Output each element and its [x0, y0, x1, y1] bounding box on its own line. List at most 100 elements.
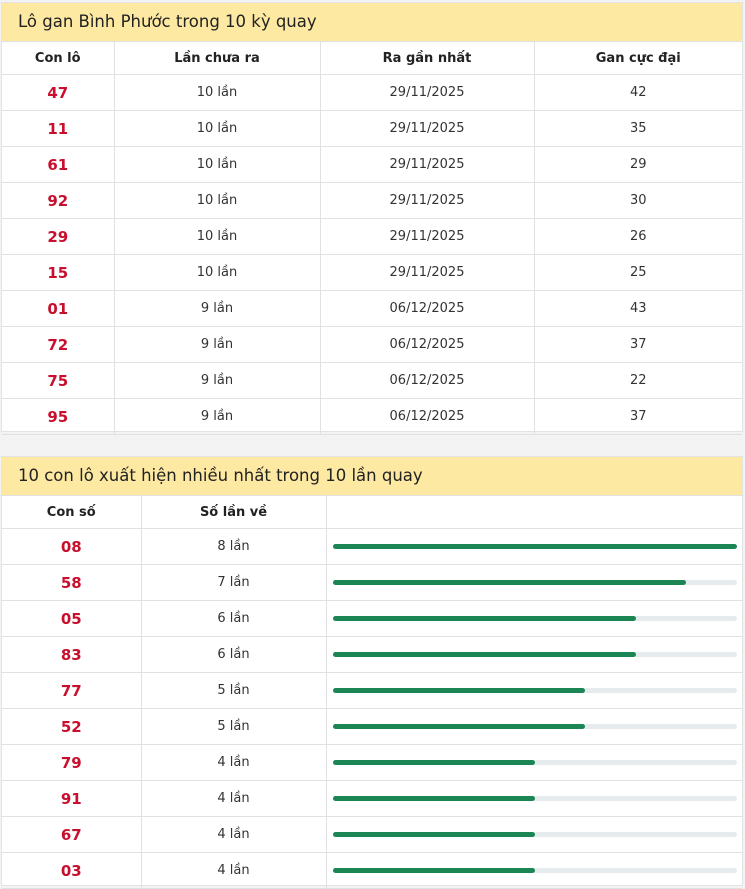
gan-cuc-dai-cell: 35 — [533, 110, 742, 147]
so-lan-ve-cell: 6 lần — [140, 600, 327, 637]
bar-cell — [325, 744, 742, 781]
gan-cuc-dai-cell: 22 — [533, 362, 742, 399]
progress-bar-track — [332, 616, 737, 621]
table-row: 15 10 lần 29/11/2025 25 — [2, 254, 742, 291]
con-lo-cell: 75 — [2, 362, 115, 399]
ra-gan-nhat-cell: 29/11/2025 — [319, 146, 535, 183]
ra-gan-nhat-cell: 06/12/2025 — [319, 290, 535, 327]
lan-chua-ra-cell: 10 lần — [113, 110, 321, 147]
progress-bar-track — [332, 580, 737, 585]
progress-bar-fill — [332, 760, 535, 765]
progress-bar-fill — [332, 688, 586, 693]
header-bar — [325, 495, 742, 529]
so-lan-ve-cell: 5 lần — [140, 672, 327, 709]
table-row: 03 4 lần — [2, 852, 742, 889]
con-so-cell: 52 — [2, 708, 142, 745]
frequent-panel: 10 con lô xuất hiện nhiều nhất trong 10 … — [1, 456, 743, 889]
header-lan-chua-ra: Lần chưa ra — [113, 41, 321, 75]
table-row: 67 4 lần — [2, 816, 742, 853]
ra-gan-nhat-cell: 29/11/2025 — [319, 74, 535, 111]
progress-bar-fill — [332, 652, 636, 657]
con-so-cell: 08 — [2, 528, 142, 565]
progress-bar-track — [332, 724, 737, 729]
so-lan-ve-cell: 7 lần — [140, 564, 327, 601]
ra-gan-nhat-cell: 29/11/2025 — [319, 218, 535, 255]
con-so-cell: 05 — [2, 600, 142, 637]
table-row: 75 9 lần 06/12/2025 22 — [2, 362, 742, 399]
progress-bar-fill — [332, 580, 687, 585]
so-lan-ve-cell: 6 lần — [140, 636, 327, 673]
con-lo-cell: 72 — [2, 326, 115, 363]
header-gan-cuc-dai: Gan cực đại — [533, 41, 742, 75]
gan-cuc-dai-cell: 29 — [533, 146, 742, 183]
table-row: 95 9 lần 06/12/2025 37 — [2, 398, 742, 435]
so-lan-ve-cell: 4 lần — [140, 744, 327, 781]
gan-cuc-dai-cell: 42 — [533, 74, 742, 111]
header-con-lo: Con lô — [2, 41, 115, 75]
con-lo-cell: 15 — [2, 254, 115, 291]
bar-cell — [325, 708, 742, 745]
ra-gan-nhat-cell: 06/12/2025 — [319, 398, 535, 435]
progress-bar-fill — [332, 544, 737, 549]
so-lan-ve-cell: 5 lần — [140, 708, 327, 745]
progress-bar-track — [332, 652, 737, 657]
progress-bar-track — [332, 760, 737, 765]
ra-gan-nhat-cell: 06/12/2025 — [319, 362, 535, 399]
gan-cuc-dai-cell: 37 — [533, 398, 742, 435]
bar-cell — [325, 564, 742, 601]
progress-bar-track — [332, 688, 737, 693]
bar-cell — [325, 816, 742, 853]
con-lo-cell: 95 — [2, 398, 115, 435]
lo-gan-table: Con lô Lần chưa ra Ra gần nhất Gan cực đ… — [2, 41, 742, 435]
con-lo-cell: 61 — [2, 146, 115, 183]
progress-bar-track — [332, 868, 737, 873]
lan-chua-ra-cell: 10 lần — [113, 146, 321, 183]
table-row: 01 9 lần 06/12/2025 43 — [2, 290, 742, 327]
bar-cell — [325, 528, 742, 565]
lo-gan-panel: Lô gan Bình Phước trong 10 kỳ quay Con l… — [1, 2, 743, 435]
lan-chua-ra-cell: 9 lần — [113, 326, 321, 363]
table-row: 05 6 lần — [2, 600, 742, 637]
table-row: 79 4 lần — [2, 744, 742, 781]
table-row: 58 7 lần — [2, 564, 742, 601]
progress-bar-fill — [332, 616, 636, 621]
con-lo-cell: 11 — [2, 110, 115, 147]
so-lan-ve-cell: 8 lần — [140, 528, 327, 565]
gan-cuc-dai-cell: 30 — [533, 182, 742, 219]
lan-chua-ra-cell: 9 lần — [113, 362, 321, 399]
header-con-so: Con số — [2, 495, 142, 529]
con-so-cell: 58 — [2, 564, 142, 601]
gan-cuc-dai-cell: 43 — [533, 290, 742, 327]
gan-cuc-dai-cell: 25 — [533, 254, 742, 291]
progress-bar-fill — [332, 868, 535, 873]
progress-bar-track — [332, 832, 737, 837]
ra-gan-nhat-cell: 29/11/2025 — [319, 254, 535, 291]
table-row: 92 10 lần 29/11/2025 30 — [2, 182, 742, 219]
progress-bar-fill — [332, 796, 535, 801]
table-row: 72 9 lần 06/12/2025 37 — [2, 326, 742, 363]
table-row: 83 6 lần — [2, 636, 742, 673]
progress-bar-fill — [332, 724, 586, 729]
frequent-table: Con số Số lần về 08 8 lần 58 7 lần 05 6 lần 83… — [2, 495, 742, 889]
con-so-cell: 79 — [2, 744, 142, 781]
lo-gan-title: Lô gan Bình Phước trong 10 kỳ quay — [2, 3, 742, 41]
con-so-cell: 67 — [2, 816, 142, 853]
table-row: 77 5 lần — [2, 672, 742, 709]
con-so-cell: 77 — [2, 672, 142, 709]
lan-chua-ra-cell: 10 lần — [113, 218, 321, 255]
frequent-title: 10 con lô xuất hiện nhiều nhất trong 10 … — [2, 457, 742, 495]
bar-cell — [325, 600, 742, 637]
con-so-cell: 91 — [2, 780, 142, 817]
table-row: 08 8 lần — [2, 528, 742, 565]
header-ra-gan-nhat: Ra gần nhất — [319, 41, 535, 75]
con-so-cell: 03 — [2, 852, 142, 889]
lo-gan-header-row: Con lô Lần chưa ra Ra gần nhất Gan cực đ… — [2, 41, 742, 75]
ra-gan-nhat-cell: 29/11/2025 — [319, 110, 535, 147]
progress-bar-track — [332, 796, 737, 801]
table-row: 91 4 lần — [2, 780, 742, 817]
gan-cuc-dai-cell: 26 — [533, 218, 742, 255]
table-row: 47 10 lần 29/11/2025 42 — [2, 74, 742, 111]
bar-cell — [325, 852, 742, 889]
bar-cell — [325, 672, 742, 709]
con-lo-cell: 47 — [2, 74, 115, 111]
